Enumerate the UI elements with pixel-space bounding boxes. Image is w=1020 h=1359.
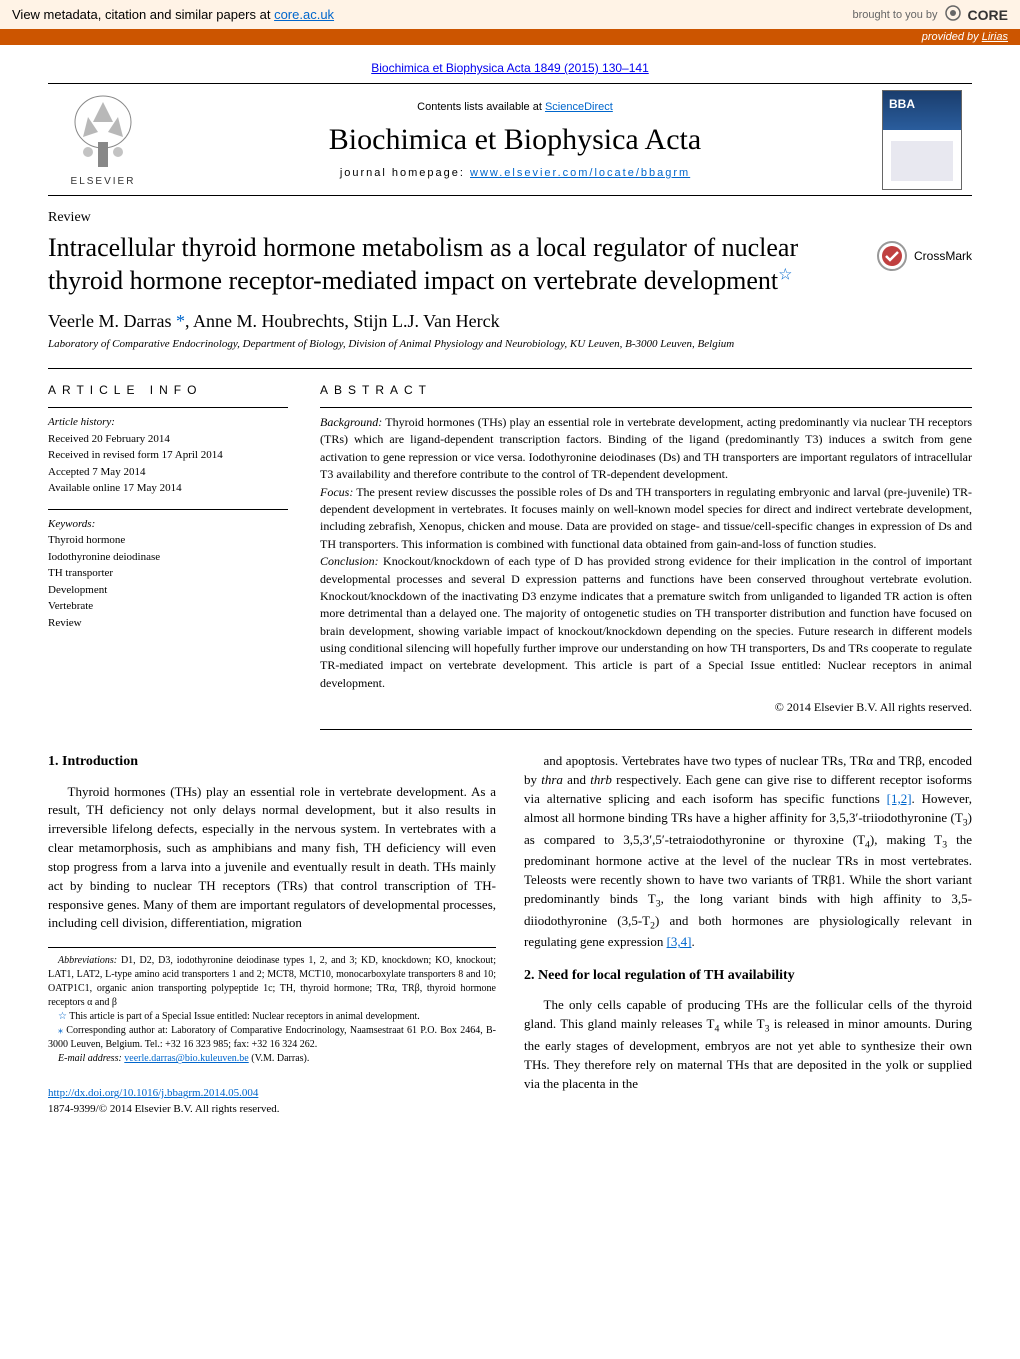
masthead-center: Contents lists available at ScienceDirec… xyxy=(158,84,872,195)
article-title: Intracellular thyroid hormone metabolism… xyxy=(48,232,856,297)
col2-p1: and apoptosis. Vertebrates have two type… xyxy=(524,752,972,952)
provided-prefix: provided by xyxy=(922,31,982,43)
contents-line: Contents lists available at ScienceDirec… xyxy=(158,101,872,113)
authors: Veerle M. Darras *, Anne M. Houbrechts, … xyxy=(48,311,972,332)
core-banner: View metadata, citation and similar pape… xyxy=(0,0,1020,29)
core-banner-right: brought to you by CORE xyxy=(853,4,1008,25)
title-text: Intracellular thyroid hormone metabolism… xyxy=(48,233,798,295)
info-abstract-row: ARTICLE INFO Article history: Received 2… xyxy=(48,368,972,730)
body-column-right: and apoptosis. Vertebrates have two type… xyxy=(524,752,972,1118)
contents-prefix: Contents lists available at xyxy=(417,101,545,113)
provided-source[interactable]: Lirias xyxy=(982,31,1008,43)
body-columns: 1. Introduction Thyroid hormones (THs) p… xyxy=(48,752,972,1118)
title-row: Intracellular thyroid hormone metabolism… xyxy=(48,232,972,297)
cover-image xyxy=(882,90,962,190)
crossmark-badge[interactable]: CrossMark xyxy=(876,232,972,272)
affiliation: Laboratory of Comparative Endocrinology,… xyxy=(48,338,972,350)
core-logo-text: CORE xyxy=(968,7,1008,23)
history-item: Accepted 7 May 2014 xyxy=(48,464,288,481)
keyword: Thyroid hormone xyxy=(48,532,288,549)
doi-link[interactable]: http://dx.doi.org/10.1016/j.bbagrm.2014.… xyxy=(48,1087,258,1099)
focus-text: The present review discusses the possibl… xyxy=(320,485,972,551)
background-text: Thyroid hormones (THs) play an essential… xyxy=(320,415,972,481)
doi-block: http://dx.doi.org/10.1016/j.bbagrm.2014.… xyxy=(48,1086,496,1118)
core-right-prefix: brought to you by xyxy=(853,9,938,21)
elsevier-text: ELSEVIER xyxy=(71,176,136,187)
abstract-label: ABSTRACT xyxy=(320,383,972,397)
article-history-block: Article history: Received 20 February 20… xyxy=(48,407,288,497)
history-item: Received in revised form 17 April 2014 xyxy=(48,447,288,464)
footnotes: Abbreviations: D1, D2, D3, iodothyronine… xyxy=(48,947,496,1066)
abstract-copyright: © 2014 Elsevier B.V. All rights reserved… xyxy=(320,700,972,730)
abstract-text: Background: Thyroid hormones (THs) play … xyxy=(320,407,972,692)
body-column-left: 1. Introduction Thyroid hormones (THs) p… xyxy=(48,752,496,1118)
masthead: ELSEVIER Contents lists available at Sci… xyxy=(48,83,972,196)
article-info-column: ARTICLE INFO Article history: Received 2… xyxy=(48,383,288,730)
keyword: Review xyxy=(48,615,288,632)
core-banner-left: View metadata, citation and similar pape… xyxy=(12,7,334,22)
corresponding-text: Corresponding author at: Laboratory of C… xyxy=(48,1025,496,1050)
issn-copyright: 1874-9399/© 2014 Elsevier B.V. All right… xyxy=(48,1103,280,1115)
crossmark-icon xyxy=(876,240,908,272)
history-item: Available online 17 May 2014 xyxy=(48,480,288,497)
abbrev-label: Abbreviations: xyxy=(58,955,117,966)
keywords-header: Keywords: xyxy=(48,516,288,533)
keywords-block: Keywords: Thyroid hormone Iodothyronine … xyxy=(48,509,288,632)
journal-cover[interactable] xyxy=(872,84,972,195)
title-star-icon: ☆ xyxy=(778,266,792,283)
keyword: Vertebrate xyxy=(48,598,288,615)
abbreviations-footnote: Abbreviations: D1, D2, D3, iodothyronine… xyxy=(48,954,496,1010)
email-footnote: E-mail address: veerle.darras@bio.kuleuv… xyxy=(48,1052,496,1066)
journal-reference: Biochimica et Biophysica Acta 1849 (2015… xyxy=(48,61,972,75)
section2-title: 2. Need for local regulation of TH avail… xyxy=(524,966,972,986)
journal-ref-link[interactable]: Biochimica et Biophysica Acta 1849 (2015… xyxy=(371,61,649,75)
special-issue-footnote: ☆ This article is part of a Special Issu… xyxy=(48,1010,496,1024)
elsevier-tree-icon xyxy=(68,92,138,172)
section1-title: 1. Introduction xyxy=(48,752,496,772)
homepage-link[interactable]: www.elsevier.com/locate/bbagrm xyxy=(470,167,690,179)
abstract-column: ABSTRACT Background: Thyroid hormones (T… xyxy=(320,383,972,730)
core-link[interactable]: core.ac.uk xyxy=(274,7,334,22)
email-link[interactable]: veerle.darras@bio.kuleuven.be xyxy=(124,1053,248,1064)
homepage-line: journal homepage: www.elsevier.com/locat… xyxy=(158,167,872,179)
history-item: Received 20 February 2014 xyxy=(48,431,288,448)
article-info-label: ARTICLE INFO xyxy=(48,383,288,397)
crossmark-text: CrossMark xyxy=(914,249,972,263)
background-label: Background: xyxy=(320,415,382,429)
history-header: Article history: xyxy=(48,414,288,431)
provided-bar: provided by Lirias xyxy=(0,29,1020,45)
email-suffix: (V.M. Darras). xyxy=(249,1053,310,1064)
keyword: TH transporter xyxy=(48,565,288,582)
keyword: Iodothyronine deiodinase xyxy=(48,549,288,566)
keyword: Development xyxy=(48,582,288,599)
sciencedirect-link[interactable]: ScienceDirect xyxy=(545,101,613,113)
core-left-prefix: View metadata, citation and similar pape… xyxy=(12,7,274,22)
focus-label: Focus: xyxy=(320,485,353,499)
email-label: E-mail address: xyxy=(58,1053,122,1064)
conclusion-label: Conclusion: xyxy=(320,554,379,568)
section1-p1: Thyroid hormones (THs) play an essential… xyxy=(48,783,496,934)
corresponding-footnote: ⁎ Corresponding author at: Laboratory of… xyxy=(48,1024,496,1052)
homepage-prefix: journal homepage: xyxy=(340,167,470,179)
section2-p1: The only cells capable of producing THs … xyxy=(524,996,972,1093)
conclusion-text: Knockout/knockdown of each type of D has… xyxy=(320,554,972,690)
article-type: Review xyxy=(48,210,972,226)
core-logo-icon xyxy=(944,4,962,25)
journal-title: Biochimica et Biophysica Acta xyxy=(158,123,872,157)
special-issue-text: This article is part of a Special Issue … xyxy=(69,1011,419,1022)
elsevier-logo[interactable]: ELSEVIER xyxy=(48,84,158,195)
